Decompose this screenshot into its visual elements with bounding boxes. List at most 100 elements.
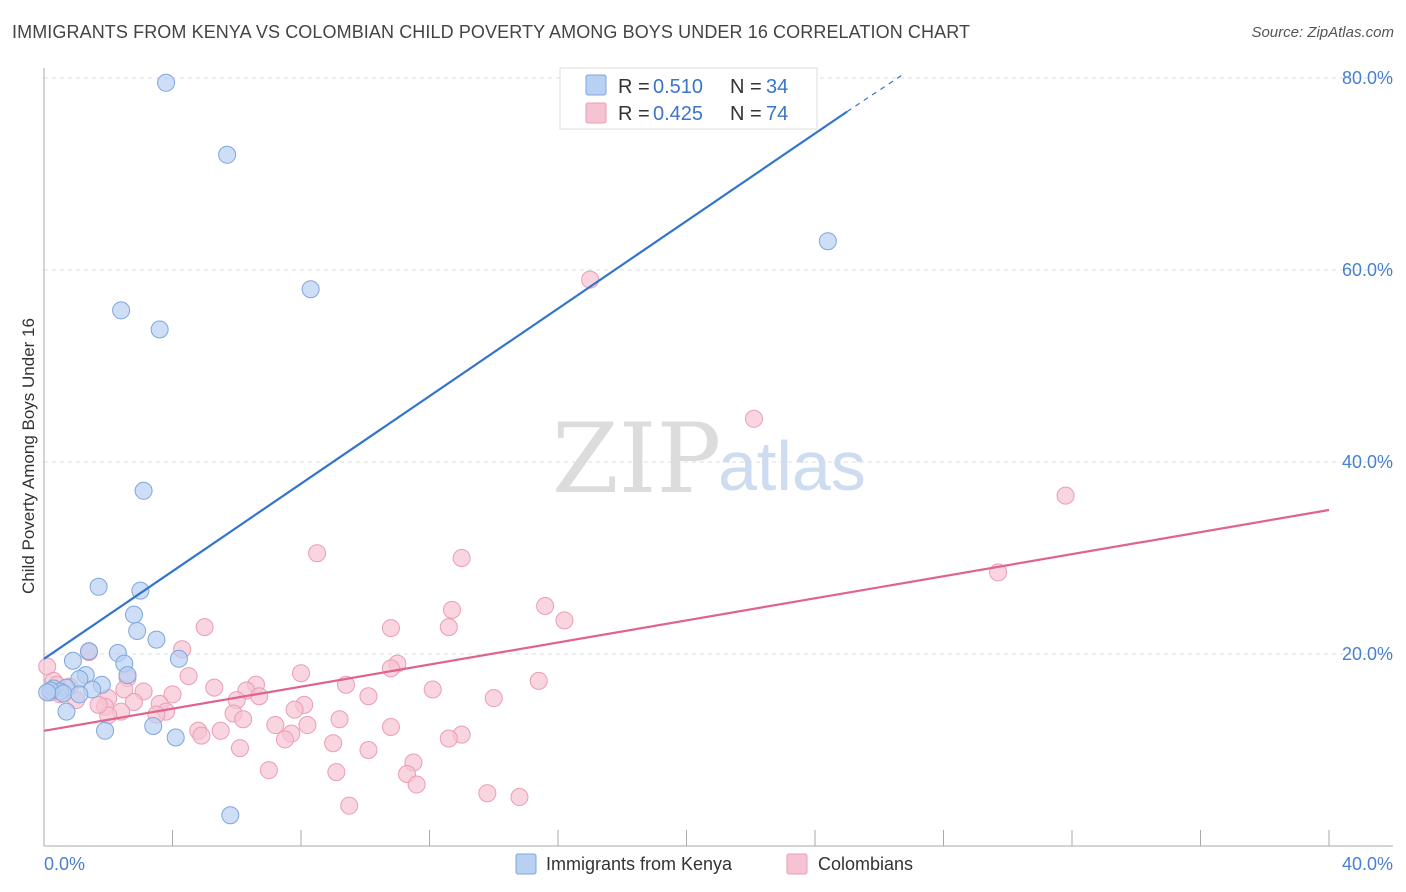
colombians-point: [163, 685, 182, 704]
colombians-point: [381, 717, 400, 736]
colombians-point: [529, 671, 548, 690]
colombians-point: [124, 693, 143, 711]
bottom-legend-label-colombians: Colombians: [818, 854, 913, 874]
legend-n-value-colombians: 74: [766, 103, 788, 125]
colombians-point: [381, 659, 400, 678]
kenya-point: [54, 684, 73, 703]
x-tick-label: 0.0%: [44, 854, 85, 874]
colombians-point: [298, 716, 317, 735]
legend-r-label-colombians: R =: [618, 103, 650, 125]
legend-r-value-colombians: 0.425: [653, 103, 703, 125]
colombians-point: [324, 734, 343, 753]
bottom-legend-label-kenya: Immigrants from Kenya: [546, 854, 733, 874]
y-tick-label: 80.0%: [1342, 68, 1393, 88]
colombians-point: [381, 619, 400, 638]
legend-r-label-kenya: R =: [618, 76, 650, 98]
y-axis-label: Child Poverty Among Boys Under 16: [19, 318, 38, 594]
bottom-legend-swatch-colombians: [786, 853, 808, 875]
axes: [43, 68, 1393, 847]
colombians-point: [234, 710, 253, 729]
kenya-points: [38, 73, 837, 825]
colombians-point: [205, 678, 224, 697]
colombians-point: [192, 726, 211, 745]
bottom-legend: Immigrants from Kenya Colombians: [515, 853, 913, 875]
colombians-trend-line: [43, 508, 1330, 732]
kenya-point: [218, 145, 237, 164]
colombians-point: [230, 739, 249, 758]
kenya-point: [818, 232, 837, 251]
watermark-atlas: atlas: [718, 427, 866, 505]
colombians-point: [744, 409, 763, 428]
colombians-point: [359, 687, 378, 706]
kenya-point: [89, 577, 108, 596]
kenya-point: [150, 320, 169, 339]
y-tick-label: 60.0%: [1342, 260, 1393, 280]
colombians-point: [327, 763, 346, 782]
watermark-zip: ZIP: [552, 403, 721, 515]
kenya-point: [96, 721, 115, 740]
y-tick-label: 40.0%: [1342, 452, 1393, 472]
colombians-point: [423, 680, 442, 699]
kenya-point: [301, 280, 320, 299]
colombians-point: [452, 549, 471, 567]
colombians-point: [442, 600, 461, 619]
kenya-point: [221, 806, 240, 825]
colombians-point: [195, 618, 214, 637]
kenya-point: [144, 717, 163, 735]
x-tick-labels: 0.0% 40.0%: [44, 854, 1393, 874]
colombians-point: [250, 687, 269, 706]
colombians-point: [510, 788, 529, 807]
colombians-point: [308, 544, 327, 563]
colombians-points: [38, 270, 1075, 815]
colombians-point: [285, 700, 304, 719]
colombians-point: [292, 664, 310, 683]
kenya-point: [63, 651, 82, 670]
colombians-point: [89, 695, 108, 714]
colombians-point: [407, 775, 426, 794]
colombians-point: [266, 716, 285, 735]
legend-box: R = 0.510 N = 34 R = 0.425 N = 74: [559, 67, 818, 130]
colombians-point: [1056, 486, 1075, 505]
kenya-point: [57, 702, 76, 721]
kenya-point: [79, 642, 98, 661]
legend-n-label-colombians: N =: [730, 103, 762, 125]
x-axis-ticks: [172, 830, 1330, 846]
chart-title: IMMIGRANTS FROM KENYA VS COLOMBIAN CHILD…: [12, 22, 971, 42]
colombians-point: [179, 667, 198, 686]
colombians-point: [439, 618, 458, 637]
colombians-point: [536, 597, 555, 615]
y-tick-label: 20.0%: [1342, 644, 1393, 664]
kenya-point: [166, 728, 185, 747]
legend-n-label-kenya: N =: [730, 76, 762, 98]
colombians-point: [340, 796, 359, 815]
y-tick-labels: 20.0% 40.0% 60.0% 80.0%: [1342, 68, 1393, 664]
colombians-point: [484, 689, 503, 708]
kenya-point: [128, 621, 147, 640]
colombians-point: [330, 710, 349, 729]
kenya-point: [112, 301, 131, 320]
colombians-point: [478, 784, 497, 803]
source-label: Source: ZipAtlas.com: [1251, 24, 1394, 41]
kenya-point: [134, 481, 153, 500]
legend-swatch-colombians: [585, 102, 607, 124]
legend-r-value-kenya: 0.510: [653, 76, 703, 98]
kenya-trend-line-extension: [846, 72, 906, 113]
colombians-point: [259, 761, 278, 780]
kenya-point: [124, 605, 143, 624]
legend-swatch-kenya: [585, 74, 607, 96]
gridlines: [44, 77, 1393, 655]
colombians-point: [359, 741, 378, 759]
colombians-point: [555, 611, 574, 630]
colombians-point: [439, 729, 458, 748]
kenya-point: [38, 683, 57, 702]
colombians-point: [275, 730, 294, 749]
kenya-point: [118, 666, 137, 685]
kenya-point: [169, 649, 188, 668]
kenya-point: [157, 73, 176, 92]
x-tick-label: 40.0%: [1342, 854, 1393, 874]
kenya-point: [70, 685, 89, 704]
trend-lines: [43, 72, 1330, 732]
bottom-legend-swatch-kenya: [515, 853, 537, 875]
kenya-trend-line: [43, 110, 848, 660]
